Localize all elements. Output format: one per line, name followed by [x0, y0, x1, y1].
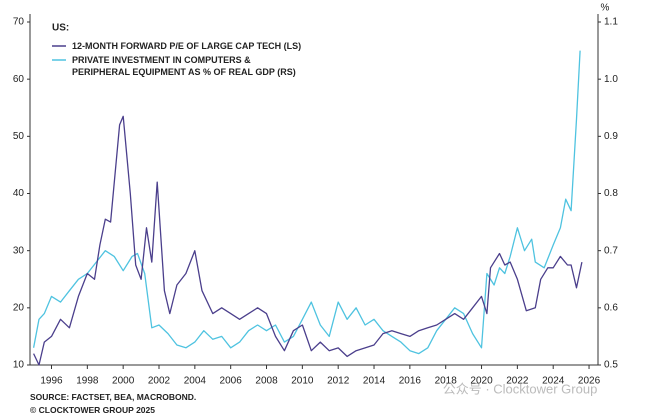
- copyright: © CLOCKTOWER GROUP 2025: [30, 405, 155, 415]
- y2-tick-label: 0.6: [604, 302, 618, 313]
- x-tick-label: 2020: [470, 376, 493, 387]
- y2-tick-label: 1.1: [604, 17, 618, 28]
- x-tick-label: 2000: [112, 376, 135, 387]
- y2-tick-label: 0.5: [604, 360, 618, 371]
- x-tick-label: 2008: [255, 376, 278, 387]
- x-tick-label: 2012: [327, 376, 350, 387]
- legend-entry: PRIVATE INVESTMENT IN COMPUTERS & PERIPH…: [72, 55, 296, 77]
- y-tick-label: 60: [13, 74, 25, 85]
- x-tick-label: 2024: [542, 376, 565, 387]
- y-tick-label: 70: [13, 17, 25, 28]
- x-tick-label: 2006: [220, 376, 243, 387]
- y-tick-label: 50: [13, 131, 25, 142]
- y2-tick-label: 0.9: [604, 131, 618, 142]
- x-tick-label: 2022: [506, 376, 529, 387]
- x-tick-label: 2014: [363, 376, 386, 387]
- watermark: 公众号 · Clocktower Group: [443, 381, 598, 396]
- y-tick-label: 30: [13, 245, 25, 256]
- series-line: [32, 50, 581, 355]
- x-tick-label: 1998: [76, 376, 99, 387]
- y-tick-label: 20: [13, 302, 25, 313]
- x-tick-label: 2004: [184, 376, 207, 387]
- x-tick-label: 2016: [399, 376, 422, 387]
- y-tick-label: 40: [13, 188, 25, 199]
- source: SOURCE: FACTSET, BEA, MACROBOND.: [30, 392, 197, 402]
- y2-tick-label: 1.0: [604, 74, 618, 85]
- y-tick-label: 10: [13, 360, 25, 371]
- x-tick-label: 2026: [578, 376, 601, 387]
- x-tick-label: 1996: [40, 376, 63, 387]
- y2-tick-label: 0.7: [604, 245, 618, 256]
- chart-title: US:: [52, 23, 69, 34]
- x-tick-label: 2002: [148, 376, 171, 387]
- x-tick-label: 2010: [291, 376, 314, 387]
- series-line: [33, 115, 583, 366]
- y2-tick-label: 0.8: [604, 188, 618, 199]
- legend-entry: 12-MONTH FORWARD P/E OF LARGE CAP TECH (…: [72, 41, 302, 51]
- x-tick-label: 2018: [435, 376, 458, 387]
- y2-unit: %: [601, 3, 610, 14]
